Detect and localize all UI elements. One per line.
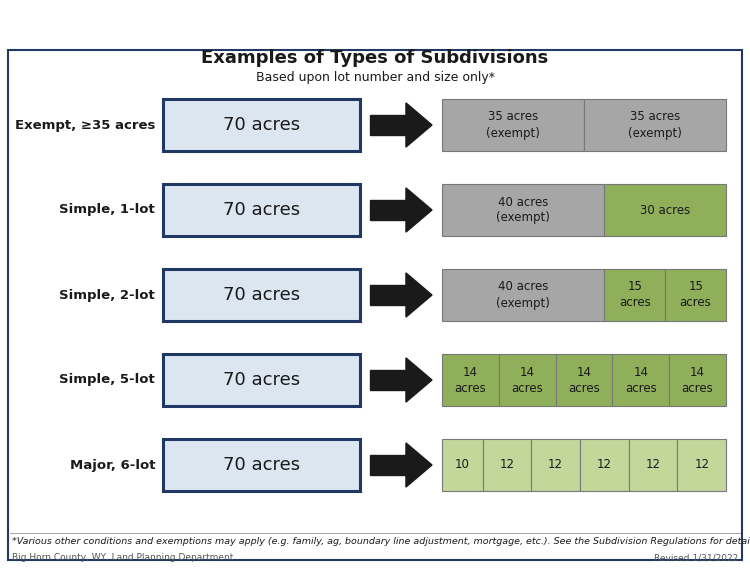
Bar (163, 439, 360, 491)
Text: 14
acres: 14 acres (625, 365, 657, 395)
Text: 12: 12 (500, 458, 514, 471)
Bar (163, 184, 360, 236)
Text: 14
acres: 14 acres (568, 365, 600, 395)
Text: 14
acres: 14 acres (682, 365, 713, 395)
Polygon shape (406, 188, 432, 232)
Polygon shape (406, 443, 432, 487)
Text: 70 acres: 70 acres (223, 201, 300, 219)
Bar (628, 439, 677, 491)
Text: 35 acres
(exempt): 35 acres (exempt) (486, 111, 540, 140)
Bar (370, 455, 406, 475)
Text: Exempt, ≥35 acres: Exempt, ≥35 acres (15, 119, 155, 132)
Bar (677, 439, 726, 491)
Bar (442, 99, 584, 151)
Bar (531, 439, 580, 491)
Text: Revised 1/31/2022: Revised 1/31/2022 (654, 553, 738, 562)
Text: 70 acres: 70 acres (223, 116, 300, 134)
Text: 70 acres: 70 acres (223, 456, 300, 474)
Text: Simple, 2-lot: Simple, 2-lot (59, 289, 155, 302)
Bar (604, 269, 665, 321)
Bar (442, 354, 499, 406)
Bar (442, 184, 604, 236)
Polygon shape (406, 273, 432, 317)
Text: 70 acres: 70 acres (223, 371, 300, 389)
Bar (370, 285, 406, 305)
Polygon shape (406, 358, 432, 402)
Polygon shape (406, 103, 432, 147)
Text: Examples of Types of Subdivisions: Examples of Types of Subdivisions (201, 49, 548, 67)
Text: 15
acres: 15 acres (680, 281, 712, 310)
Text: 12: 12 (694, 458, 709, 471)
Bar (556, 354, 613, 406)
Text: Simple, 5-lot: Simple, 5-lot (59, 374, 155, 386)
Text: Major, 6-lot: Major, 6-lot (70, 458, 155, 471)
Text: 70 acres: 70 acres (223, 286, 300, 304)
Bar (604, 184, 726, 236)
Text: Based upon lot number and size only*: Based upon lot number and size only* (256, 72, 494, 85)
Text: Simple, 1-lot: Simple, 1-lot (59, 203, 155, 216)
Bar (163, 354, 360, 406)
Text: 40 acres
(exempt): 40 acres (exempt) (496, 281, 550, 310)
Text: 14
acres: 14 acres (512, 365, 543, 395)
Text: 12: 12 (646, 458, 661, 471)
Bar (442, 439, 482, 491)
Text: 12: 12 (597, 458, 612, 471)
Bar (580, 439, 628, 491)
Bar (482, 439, 531, 491)
Text: 12: 12 (548, 458, 563, 471)
Bar (669, 354, 726, 406)
Text: 10: 10 (454, 458, 470, 471)
Bar (8, 50, 742, 560)
Bar (665, 269, 726, 321)
Text: *Various other conditions and exemptions may apply (e.g. family, ag, boundary li: *Various other conditions and exemptions… (12, 537, 750, 546)
Text: 15
acres: 15 acres (619, 281, 651, 310)
Text: 30 acres: 30 acres (640, 203, 690, 216)
Text: 40 acres
(exempt): 40 acres (exempt) (496, 195, 550, 224)
Text: 35 acres
(exempt): 35 acres (exempt) (628, 111, 682, 140)
Bar (499, 354, 556, 406)
Bar (163, 99, 360, 151)
Bar (370, 200, 406, 220)
Text: Big Horn County, WY, Land Planning Department: Big Horn County, WY, Land Planning Depar… (12, 553, 233, 562)
Bar (613, 354, 669, 406)
Bar (584, 99, 726, 151)
Bar (370, 115, 406, 135)
Text: 14
acres: 14 acres (454, 365, 486, 395)
Bar (163, 269, 360, 321)
Bar (442, 269, 604, 321)
Bar (370, 370, 406, 390)
